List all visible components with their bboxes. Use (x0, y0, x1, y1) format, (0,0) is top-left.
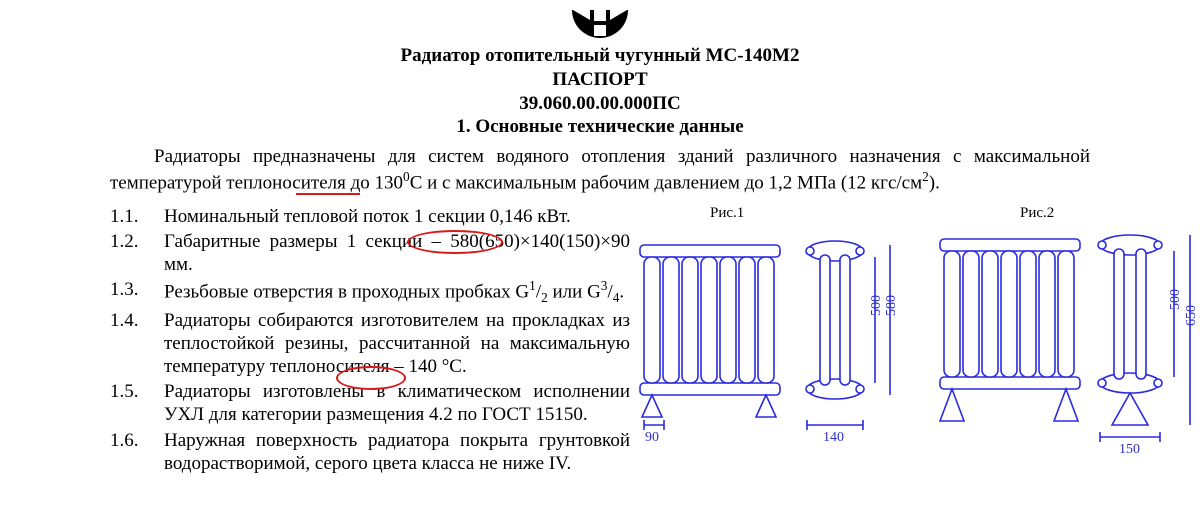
dim-90: 90 (645, 430, 659, 446)
list-item: 1.6. Наружная поверхность радиатора покр… (110, 429, 630, 475)
title-line-3: 39.060.00.00.000ПС (0, 92, 1200, 116)
item-number: 1.6. (110, 429, 164, 475)
figures-panel: Рис.1 Рис.2 (630, 205, 1200, 477)
item-text: Номинальный тепловой поток 1 секции 0,14… (164, 205, 630, 228)
intro-temp: 130 (375, 172, 404, 193)
dim-580: 580 (884, 295, 900, 316)
title-line-2: ПАСПОРТ (0, 68, 1200, 92)
logo-icon (0, 6, 1200, 40)
item-number: 1.1. (110, 205, 164, 228)
dim-150: 150 (1119, 442, 1140, 458)
item-number: 1.3. (110, 278, 164, 306)
fig1-drawing (630, 225, 910, 455)
item-text: Габаритные размеры 1 секции – 580(650)×1… (164, 230, 630, 276)
intro-text-2: С и с максимальным рабочим давлением до … (410, 172, 922, 193)
fig1-caption: Рис.1 (710, 205, 744, 222)
item-number: 1.2. (110, 230, 164, 276)
fig2-caption: Рис.2 (1020, 205, 1054, 222)
title-line-1: Радиатор отопительный чугунный МС-140М2 (0, 44, 1200, 68)
item-text: Резьбовые отверстия в проходных пробках … (164, 278, 630, 306)
item-text: Наружная поверхность радиатора покрыта г… (164, 429, 630, 475)
dim-500: 500 (869, 295, 885, 316)
section-heading: 1. Основные технические данные (0, 115, 1200, 139)
intro-paragraph: Радиаторы предназначены для систем водян… (110, 145, 1090, 195)
fig2-drawing (930, 225, 1200, 455)
intro-text-3: ). (929, 172, 940, 193)
dim-140: 140 (823, 430, 844, 446)
item-text: Радиаторы изготовлены в климатическом ис… (164, 380, 630, 426)
list-item: 1.3. Резьбовые отверстия в проходных про… (110, 278, 630, 306)
list-item: 1.4. Радиаторы собираются изготовителем … (110, 309, 630, 379)
list-item: 1.5. Радиаторы изготовлены в климатическ… (110, 380, 630, 426)
item-number: 1.4. (110, 309, 164, 379)
list-item: 1.1. Номинальный тепловой поток 1 секции… (110, 205, 630, 228)
list-item: 1.2. Габаритные размеры 1 секции – 580(6… (110, 230, 630, 276)
dim-500b: 500 (1168, 289, 1184, 310)
item-text: Радиаторы собираются изготовителем на пр… (164, 309, 630, 379)
spec-list: 1.1. Номинальный тепловой поток 1 секции… (0, 205, 630, 477)
item-number: 1.5. (110, 380, 164, 426)
dim-650: 650 (1184, 305, 1200, 326)
document-header: Радиатор отопительный чугунный МС-140М2 … (0, 44, 1200, 139)
